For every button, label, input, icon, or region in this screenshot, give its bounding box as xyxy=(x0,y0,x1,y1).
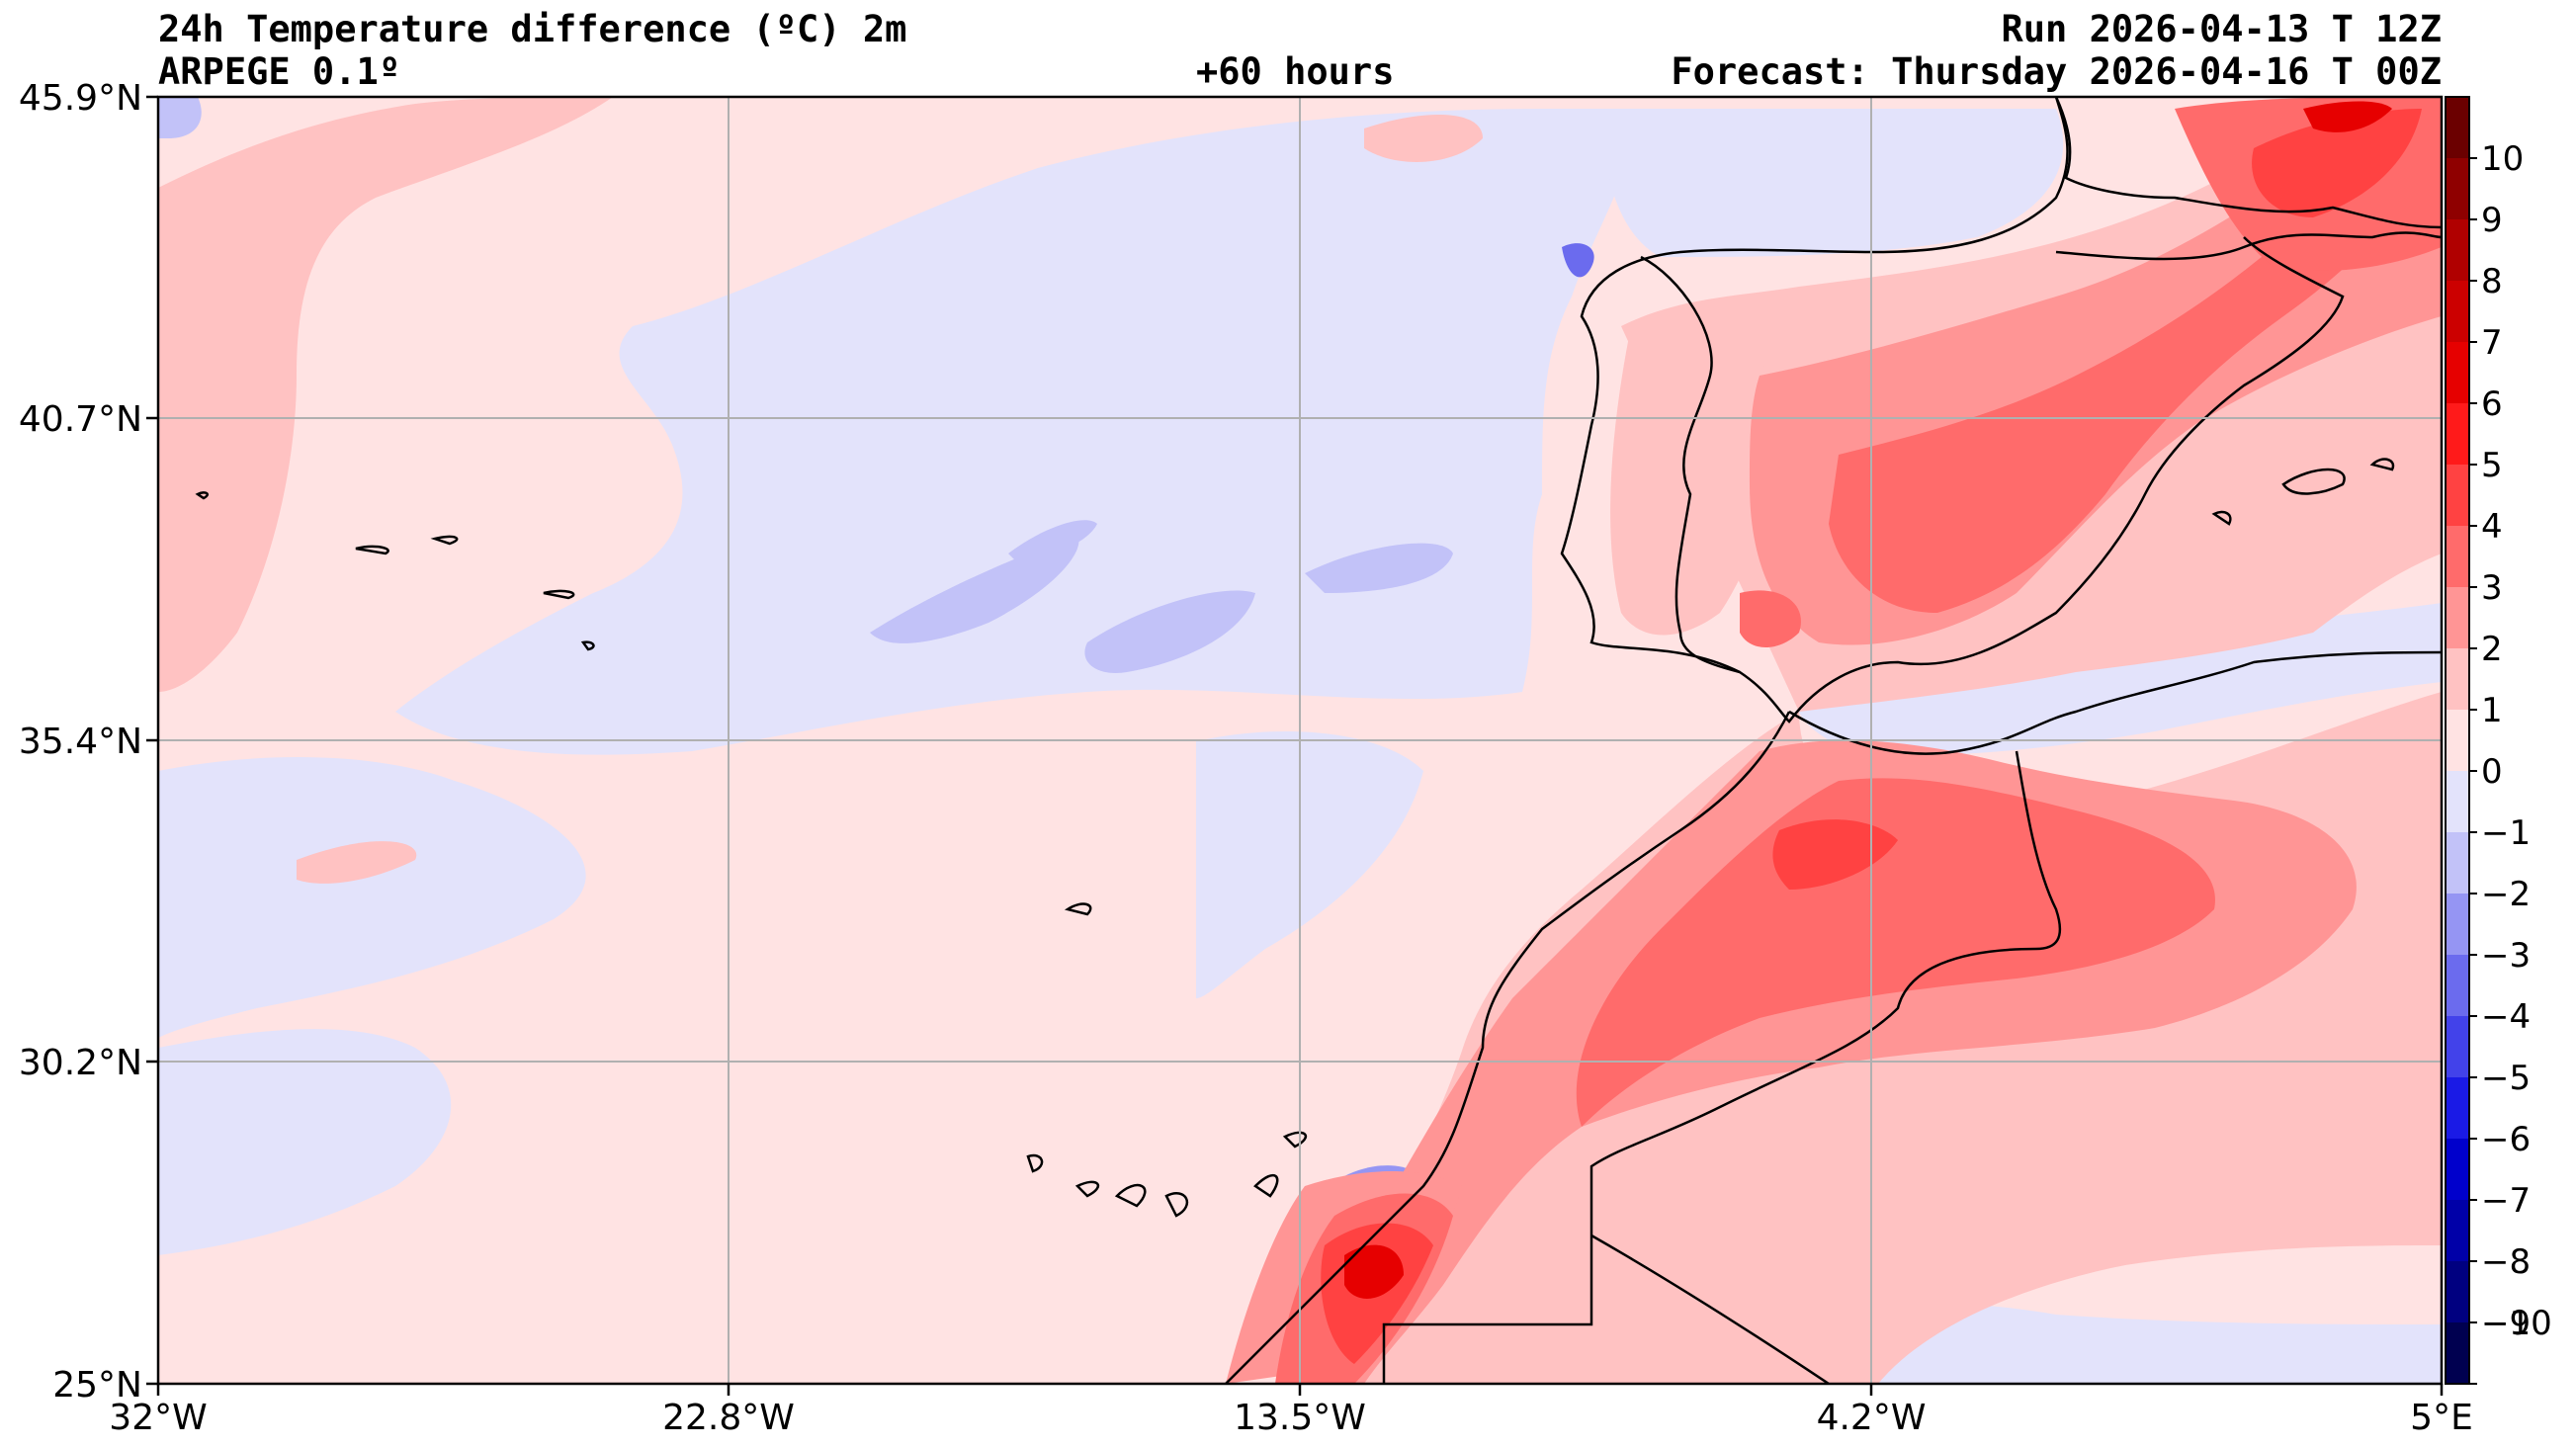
model-label: ARPEGE 0.1º xyxy=(158,50,401,93)
mauritania-border xyxy=(1590,1234,1830,1384)
portugal-border xyxy=(1640,255,1741,674)
colorbar-label: 10 xyxy=(2481,139,2524,179)
colorbar-label: −2 xyxy=(2481,875,2531,914)
colorbar-label: 9 xyxy=(2481,201,2503,240)
cool-region-west xyxy=(158,757,586,1038)
colorbar-segment xyxy=(2446,403,2469,466)
cool-region-ocean xyxy=(395,109,1641,755)
colorbar-label: 8 xyxy=(2481,262,2503,301)
colorbar-label: 1 xyxy=(2481,691,2503,730)
lon-label: 4.2°W xyxy=(1817,1398,1927,1438)
morocco-coast xyxy=(1225,711,1791,1384)
lon-label: 13.5°W xyxy=(1234,1398,1366,1438)
cool-region-southwest xyxy=(158,1029,452,1255)
colorbar-segment xyxy=(2446,158,2469,220)
colorbar-label: 6 xyxy=(2481,384,2503,424)
colorbar-segment xyxy=(2446,219,2469,282)
madeira xyxy=(1064,902,1092,916)
colorbar-label: −5 xyxy=(2481,1059,2531,1098)
forecast-label: Forecast: Thursday 2026-04-16 T 00Z xyxy=(1671,50,2442,93)
colorbar-segment xyxy=(2446,1016,2469,1078)
colorbar-label: 7 xyxy=(2481,323,2503,363)
cool-region-canary xyxy=(1196,731,1423,998)
colorbar-segment xyxy=(2446,281,2469,343)
colorbar-segment xyxy=(2446,955,2469,1017)
lon-label: 5°E xyxy=(2410,1398,2473,1438)
colorbar-label: −8 xyxy=(2481,1242,2531,1282)
lon-label: 22.8°W xyxy=(662,1398,795,1438)
colorbar-label: 3 xyxy=(2481,568,2503,608)
run-label: Run 2026-04-13 T 12Z xyxy=(2001,8,2442,50)
colorbar-segment xyxy=(2446,771,2469,833)
colorbar-segment xyxy=(2446,526,2469,588)
colorbar-label: 4 xyxy=(2481,507,2503,547)
colorbar-frame xyxy=(2445,96,2470,1385)
lead-time-label: +60 hours xyxy=(1196,50,1395,93)
north-africa-coast xyxy=(1788,650,2442,755)
colorbar-segment xyxy=(2446,894,2469,956)
canary-islands xyxy=(1026,1131,1308,1218)
colorbar-segment xyxy=(2446,1261,2469,1323)
cool-region-med xyxy=(1796,603,2442,755)
azores xyxy=(195,491,595,651)
colorbar-segment xyxy=(2446,1077,2469,1140)
colorbar-label: −1 xyxy=(2481,813,2531,853)
colorbar-label: 0 xyxy=(2481,752,2503,792)
lat-label: 35.4°N xyxy=(19,722,142,762)
colorbar-segment xyxy=(2446,587,2469,649)
colorbar-label: −9 xyxy=(2481,1304,2531,1343)
morocco-algeria-border xyxy=(1382,750,2062,1384)
balearic-islands xyxy=(2281,468,2346,495)
colorbar-label: 2 xyxy=(2481,630,2503,669)
colorbar-segment xyxy=(2446,465,2469,527)
lon-label: 32°W xyxy=(109,1398,207,1438)
colorbar-segment xyxy=(2446,97,2469,159)
colorbar-segment xyxy=(2446,1200,2469,1262)
coastlines xyxy=(195,97,2442,1384)
colorbar-segment xyxy=(2446,342,2469,404)
colorbar-label: −4 xyxy=(2481,997,2531,1037)
graticule xyxy=(158,97,2442,1384)
lat-label: 25°N xyxy=(52,1365,142,1405)
colorbar-label: −7 xyxy=(2481,1181,2531,1221)
colorbar-label: 5 xyxy=(2481,446,2503,485)
colorbar-segment xyxy=(2446,1139,2469,1201)
colorbar-label: −3 xyxy=(2481,936,2531,976)
colorbar-segment xyxy=(2446,832,2469,894)
warm-region-atlantic xyxy=(158,97,613,692)
pyrenees-border xyxy=(2055,231,2442,261)
colorbar-label: −10 xyxy=(2481,1304,2552,1343)
colorbar-segment xyxy=(2446,648,2469,711)
colorbar-segment xyxy=(2446,710,2469,772)
france-coast xyxy=(2054,97,2442,229)
cool-region-north-spain xyxy=(1601,109,2064,257)
colorbar-segment xyxy=(2446,1322,2469,1385)
lat-label: 45.9°N xyxy=(19,78,142,119)
map-title: 24h Temperature difference (ºC) 2m xyxy=(158,8,907,50)
colorbar-label: −6 xyxy=(2481,1120,2531,1159)
lat-label: 30.2°N xyxy=(19,1043,142,1083)
lat-label: 40.7°N xyxy=(19,399,142,440)
iberia-coast xyxy=(1560,97,2345,724)
